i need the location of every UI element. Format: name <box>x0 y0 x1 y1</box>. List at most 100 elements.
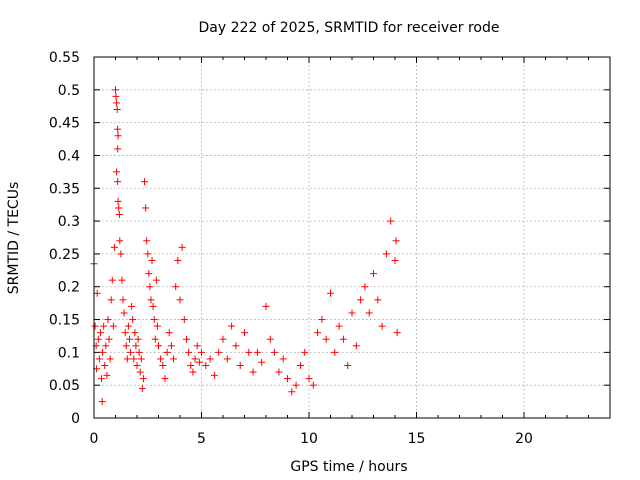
data-point <box>116 237 124 245</box>
data-point <box>119 296 127 304</box>
data-point <box>113 106 121 114</box>
y-tick-label: 0.35 <box>49 181 80 197</box>
data-point <box>121 329 129 337</box>
data-point <box>142 204 150 212</box>
data-point <box>108 276 116 284</box>
data-point <box>132 342 140 350</box>
y-tick-label: 0.05 <box>49 378 80 394</box>
y-tick-label: 0.3 <box>58 214 80 230</box>
data-point <box>143 237 151 245</box>
data-point <box>112 92 120 100</box>
data-point <box>102 342 110 350</box>
data-point <box>262 302 270 310</box>
data-point <box>236 361 244 369</box>
data-point <box>115 211 123 219</box>
data-point <box>106 355 114 363</box>
grid <box>94 57 610 418</box>
data-point <box>107 296 115 304</box>
data-point <box>130 355 138 363</box>
data-point <box>382 250 390 258</box>
data-point <box>144 250 152 258</box>
data-point <box>109 322 117 330</box>
data-point <box>174 256 182 264</box>
data-point <box>135 348 143 356</box>
data-point <box>95 355 103 363</box>
data-point <box>245 348 253 356</box>
data-point <box>91 322 99 330</box>
plot-frame <box>93 56 611 419</box>
data-point <box>104 316 112 324</box>
data-point <box>232 342 240 350</box>
data-point <box>279 355 287 363</box>
ticks: 0 5 10 15 20 0 0.05 0.1 0.15 0.2 0.25 0.3 0.35 0.4 0.4… <box>49 50 611 447</box>
data-point <box>98 375 106 383</box>
data-point <box>374 296 382 304</box>
data-point <box>124 322 132 330</box>
data-point <box>365 309 373 317</box>
y-tick-label: 0.1 <box>58 345 80 361</box>
data-point <box>94 335 102 343</box>
data-point <box>153 322 161 330</box>
data-point <box>148 256 156 264</box>
y-tick-label: 0.4 <box>58 148 80 164</box>
data-point <box>125 335 133 343</box>
x-tick-label: 15 <box>408 431 426 447</box>
data-point <box>112 86 119 94</box>
data-point <box>219 335 227 343</box>
data-point <box>150 316 158 324</box>
data-point <box>128 302 136 310</box>
y-axis-label: SRMTID / TECUs <box>6 182 22 295</box>
data-point <box>387 217 395 225</box>
data-point <box>149 302 157 310</box>
data-point <box>189 368 197 376</box>
data-point <box>223 355 231 363</box>
data-point <box>114 125 122 133</box>
data-point <box>100 322 108 330</box>
data-point <box>110 243 118 251</box>
data-point <box>122 342 130 350</box>
data-point <box>391 256 399 264</box>
data-point <box>314 329 322 337</box>
data-point <box>348 309 356 317</box>
data-point <box>93 289 101 297</box>
data-point <box>258 358 266 366</box>
data-point <box>114 197 122 205</box>
data-point <box>167 342 175 350</box>
data-point <box>327 289 334 297</box>
data-point <box>202 361 210 369</box>
data-point <box>309 381 317 389</box>
y-tick-label: 0.55 <box>49 50 80 66</box>
data-point <box>114 145 122 153</box>
data-point <box>127 348 135 356</box>
data-point <box>99 348 107 356</box>
data-point <box>215 348 223 356</box>
data-point <box>98 398 106 406</box>
data-point <box>357 296 365 304</box>
data-point <box>147 296 155 304</box>
data-point <box>113 168 121 176</box>
data-point <box>322 335 330 343</box>
y-tick-label: 0.15 <box>49 313 80 329</box>
data-point <box>105 335 113 343</box>
data-point <box>318 316 326 324</box>
data-point <box>266 335 274 343</box>
data-point <box>118 276 126 284</box>
data-point <box>331 348 339 356</box>
data-point <box>301 348 309 356</box>
data-point <box>155 342 162 350</box>
data-point <box>206 355 214 363</box>
data-point <box>305 375 313 383</box>
data-point <box>163 348 171 356</box>
data-point <box>344 361 352 369</box>
y-tick-label: 0.25 <box>49 247 80 263</box>
data-point <box>182 335 190 343</box>
data-point <box>103 371 111 379</box>
y-tick-label: 0.5 <box>58 83 80 99</box>
data-point <box>141 178 149 186</box>
data-point <box>335 322 343 330</box>
data-point <box>133 361 141 369</box>
data-point <box>114 132 122 140</box>
x-tick-label: 5 <box>197 431 206 447</box>
